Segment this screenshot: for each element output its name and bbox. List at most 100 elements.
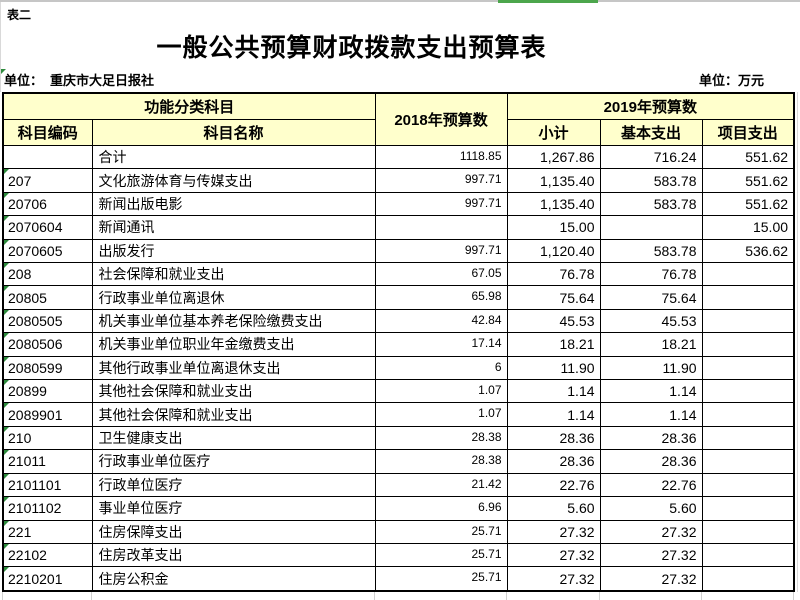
basic-expense-2019-cell[interactable]: 716.24 bbox=[599, 144, 703, 170]
header-subtotal[interactable]: 小计 bbox=[506, 119, 601, 146]
subtotal-2019-cell[interactable]: 11.90 bbox=[506, 355, 601, 381]
subtotal-2019-cell[interactable]: 75.64 bbox=[506, 285, 601, 310]
basic-expense-2019-cell[interactable]: 27.32 bbox=[599, 566, 703, 592]
subject-code-cell[interactable]: 2070605 bbox=[2, 238, 93, 264]
project-expense-2019-cell[interactable]: 15.00 bbox=[701, 215, 795, 240]
subtotal-2019-cell[interactable]: 28.36 bbox=[506, 449, 601, 474]
budget-2018-cell[interactable]: 28.38 bbox=[374, 449, 508, 474]
subject-code-cell[interactable]: 21011 bbox=[2, 449, 93, 474]
basic-expense-2019-cell[interactable] bbox=[599, 215, 703, 240]
project-expense-2019-cell[interactable] bbox=[701, 519, 795, 544]
subject-name-cell[interactable]: 文化旅游体育与传媒支出 bbox=[91, 168, 376, 193]
basic-expense-2019-cell[interactable]: 28.36 bbox=[599, 449, 703, 474]
project-expense-2019-cell[interactable]: 536.62 bbox=[701, 238, 795, 264]
subject-name-cell[interactable]: 机关事业单位职业年金缴费支出 bbox=[91, 332, 376, 357]
basic-expense-2019-cell[interactable]: 76.78 bbox=[599, 262, 703, 287]
project-expense-2019-cell[interactable] bbox=[701, 308, 795, 334]
budget-2018-cell[interactable]: 6.96 bbox=[374, 496, 508, 521]
subtotal-2019-cell[interactable]: 1,120.40 bbox=[506, 238, 601, 264]
subtotal-2019-cell[interactable]: 76.78 bbox=[506, 262, 601, 287]
budget-2018-cell[interactable]: 6 bbox=[374, 355, 508, 381]
subject-name-cell[interactable]: 其他行政事业单位离退休支出 bbox=[91, 355, 376, 381]
project-expense-2019-cell[interactable] bbox=[701, 566, 795, 592]
header-budget-2019-group[interactable]: 2019年预算数 bbox=[506, 92, 795, 120]
subject-code-cell[interactable]: 2101101 bbox=[2, 472, 93, 498]
project-expense-2019-cell[interactable] bbox=[701, 379, 795, 404]
budget-2018-cell[interactable]: 25.71 bbox=[374, 542, 508, 568]
header-budget-2018[interactable]: 2018年预算数 bbox=[374, 92, 508, 146]
subtotal-2019-cell[interactable]: 22.76 bbox=[506, 472, 601, 498]
subject-code-cell[interactable]: 2089901 bbox=[2, 402, 93, 427]
subtotal-2019-cell[interactable]: 28.36 bbox=[506, 425, 601, 451]
subject-code-cell[interactable]: 210 bbox=[2, 425, 93, 451]
basic-expense-2019-cell[interactable]: 1.14 bbox=[599, 402, 703, 427]
budget-2018-cell[interactable]: 65.98 bbox=[374, 285, 508, 310]
basic-expense-2019-cell[interactable]: 583.78 bbox=[599, 191, 703, 217]
subject-code-cell[interactable]: 20706 bbox=[2, 191, 93, 217]
budget-2018-cell[interactable]: 997.71 bbox=[374, 168, 508, 193]
subject-code-cell[interactable]: 2080599 bbox=[2, 355, 93, 381]
project-expense-2019-cell[interactable]: 551.62 bbox=[701, 144, 795, 170]
project-expense-2019-cell[interactable]: 551.62 bbox=[701, 168, 795, 193]
subtotal-2019-cell[interactable]: 27.32 bbox=[506, 566, 601, 592]
subtotal-2019-cell[interactable]: 27.32 bbox=[506, 542, 601, 568]
budget-2018-cell[interactable] bbox=[374, 215, 508, 240]
project-expense-2019-cell[interactable]: 551.62 bbox=[701, 191, 795, 217]
project-expense-2019-cell[interactable] bbox=[701, 332, 795, 357]
subject-code-cell[interactable]: 20805 bbox=[2, 285, 93, 310]
project-expense-2019-cell[interactable] bbox=[701, 285, 795, 310]
basic-expense-2019-cell[interactable]: 22.76 bbox=[599, 472, 703, 498]
subject-code-cell[interactable]: 2210201 bbox=[2, 566, 93, 592]
project-expense-2019-cell[interactable] bbox=[701, 402, 795, 427]
header-basic-expense[interactable]: 基本支出 bbox=[599, 119, 703, 146]
basic-expense-2019-cell[interactable]: 28.36 bbox=[599, 425, 703, 451]
subject-code-cell[interactable]: 221 bbox=[2, 519, 93, 544]
project-expense-2019-cell[interactable] bbox=[701, 542, 795, 568]
subtotal-2019-cell[interactable]: 5.60 bbox=[506, 496, 601, 521]
budget-2018-cell[interactable]: 1118.85 bbox=[374, 144, 508, 170]
subtotal-2019-cell[interactable]: 27.32 bbox=[506, 519, 601, 544]
subject-name-cell[interactable]: 行政事业单位离退休 bbox=[91, 285, 376, 310]
subtotal-2019-cell[interactable]: 1,135.40 bbox=[506, 191, 601, 217]
project-expense-2019-cell[interactable] bbox=[701, 262, 795, 287]
subject-name-cell[interactable]: 机关事业单位基本养老保险缴费支出 bbox=[91, 308, 376, 334]
basic-expense-2019-cell[interactable]: 27.32 bbox=[599, 542, 703, 568]
subtotal-2019-cell[interactable]: 1,267.86 bbox=[506, 144, 601, 170]
budget-2018-cell[interactable]: 42.84 bbox=[374, 308, 508, 334]
header-subject-code[interactable]: 科目编码 bbox=[2, 119, 93, 146]
subject-name-cell[interactable]: 住房公积金 bbox=[91, 566, 376, 592]
subject-name-cell[interactable]: 事业单位医疗 bbox=[91, 496, 376, 521]
subject-name-cell[interactable]: 其他社会保障和就业支出 bbox=[91, 402, 376, 427]
budget-2018-cell[interactable]: 25.71 bbox=[374, 519, 508, 544]
basic-expense-2019-cell[interactable]: 583.78 bbox=[599, 168, 703, 193]
header-project-expense[interactable]: 项目支出 bbox=[701, 119, 795, 146]
budget-2018-cell[interactable]: 997.71 bbox=[374, 238, 508, 264]
budget-2018-cell[interactable]: 997.71 bbox=[374, 191, 508, 217]
budget-2018-cell[interactable]: 28.38 bbox=[374, 425, 508, 451]
subject-code-cell[interactable] bbox=[2, 144, 93, 170]
subject-code-cell[interactable]: 2080505 bbox=[2, 308, 93, 334]
project-expense-2019-cell[interactable] bbox=[701, 449, 795, 474]
subject-name-cell[interactable]: 新闻通讯 bbox=[91, 215, 376, 240]
basic-expense-2019-cell[interactable]: 18.21 bbox=[599, 332, 703, 357]
subject-code-cell[interactable]: 208 bbox=[2, 262, 93, 287]
subtotal-2019-cell[interactable]: 18.21 bbox=[506, 332, 601, 357]
subtotal-2019-cell[interactable]: 1.14 bbox=[506, 402, 601, 427]
subject-name-cell[interactable]: 其他社会保障和就业支出 bbox=[91, 379, 376, 404]
subject-name-cell[interactable]: 新闻出版电影 bbox=[91, 191, 376, 217]
subtotal-2019-cell[interactable]: 1,135.40 bbox=[506, 168, 601, 193]
basic-expense-2019-cell[interactable]: 27.32 bbox=[599, 519, 703, 544]
subject-code-cell[interactable]: 22102 bbox=[2, 542, 93, 568]
budget-2018-cell[interactable]: 25.71 bbox=[374, 566, 508, 592]
subject-name-cell[interactable]: 行政单位医疗 bbox=[91, 472, 376, 498]
budget-2018-cell[interactable]: 21.42 bbox=[374, 472, 508, 498]
budget-2018-cell[interactable]: 67.05 bbox=[374, 262, 508, 287]
project-expense-2019-cell[interactable] bbox=[701, 472, 795, 498]
subject-name-cell[interactable]: 合计 bbox=[91, 144, 376, 170]
budget-2018-cell[interactable]: 1.07 bbox=[374, 402, 508, 427]
subject-code-cell[interactable]: 207 bbox=[2, 168, 93, 193]
basic-expense-2019-cell[interactable]: 11.90 bbox=[599, 355, 703, 381]
subject-name-cell[interactable]: 住房保障支出 bbox=[91, 519, 376, 544]
header-functional-group[interactable]: 功能分类科目 bbox=[2, 92, 376, 120]
subtotal-2019-cell[interactable]: 15.00 bbox=[506, 215, 601, 240]
